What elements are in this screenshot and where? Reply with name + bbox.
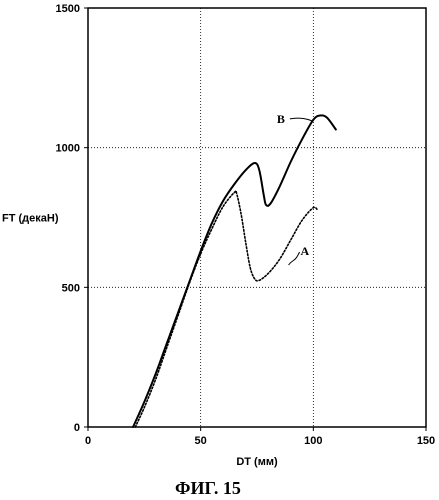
y-tick-label: 500 <box>62 282 80 294</box>
axis-ticks: 050100150050010001500 <box>56 3 436 447</box>
series-labels: BA <box>277 112 312 265</box>
y-tick-label: 0 <box>74 422 80 434</box>
series-leader-b <box>290 118 312 121</box>
x-tick-label: 150 <box>417 435 435 447</box>
series-label-a: A <box>301 244 310 258</box>
grid-lines <box>88 8 426 427</box>
series-lines <box>133 115 336 427</box>
x-axis-title: DT (мм) <box>236 456 278 468</box>
y-tick-label: 1000 <box>56 143 80 155</box>
series-label-b: B <box>277 112 285 126</box>
figure-caption: ФИГ. 15 <box>175 478 241 498</box>
plot-frame <box>88 8 426 427</box>
y-tick-label: 1500 <box>56 3 80 15</box>
series-leader-a <box>289 252 300 265</box>
x-tick-label: 100 <box>304 435 322 447</box>
y-axis-title: FT (декаН) <box>2 213 59 225</box>
x-tick-label: 0 <box>85 435 91 447</box>
series-line-a <box>135 191 318 427</box>
x-tick-label: 50 <box>195 435 207 447</box>
series-line-b <box>133 115 336 427</box>
